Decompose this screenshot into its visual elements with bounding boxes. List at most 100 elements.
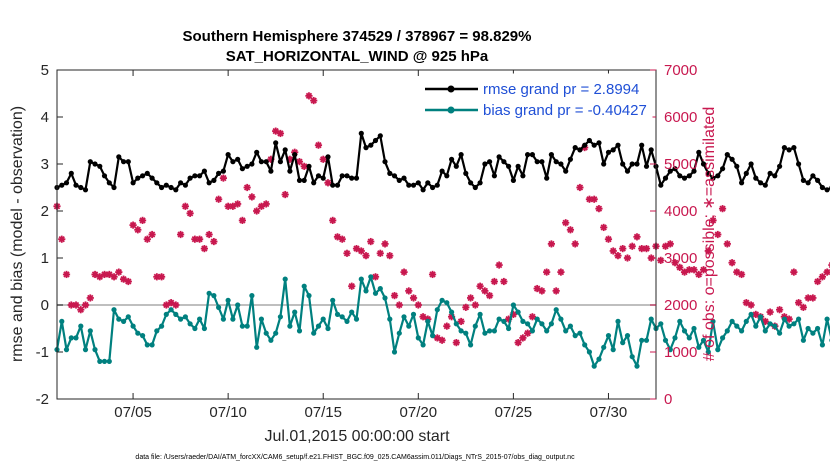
rmse-point [567, 156, 574, 162]
obs-point-stroke [434, 334, 441, 342]
bias-point [130, 323, 136, 329]
rmse-point [510, 177, 516, 183]
bias-point [292, 309, 298, 315]
rmse-point [311, 180, 317, 186]
obs-point [200, 245, 208, 253]
obs-point-stroke [106, 271, 113, 278]
data-file-footnote: data file: /Users/raeder/DAI/ATM_forcXX/… [135, 454, 575, 461]
rmse-point [520, 173, 526, 179]
obs-point-stroke [148, 231, 156, 238]
bias-point [624, 333, 631, 339]
obs-point [481, 287, 489, 295]
obs-point-stroke [324, 179, 332, 186]
obs-point-stroke [248, 193, 256, 201]
obs-point-stroke [348, 283, 355, 290]
obs-point [462, 303, 470, 311]
bias-point [192, 325, 198, 332]
rmse-point [391, 173, 398, 179]
bias-point [743, 318, 749, 324]
obs-point [562, 219, 570, 227]
obs-point [628, 242, 636, 250]
bias-point [767, 321, 773, 327]
rmse-point [762, 182, 768, 188]
bias-point [496, 316, 502, 322]
bias-point [320, 316, 326, 322]
bias-point [330, 297, 336, 303]
obs-point-stroke [339, 236, 346, 243]
obs-point [642, 245, 651, 253]
obs-point-stroke [438, 337, 446, 344]
obs-point [766, 308, 774, 316]
rmse-point [815, 177, 821, 183]
obs-point [81, 301, 90, 309]
obs-point-stroke [215, 196, 222, 203]
obs-point-stroke [619, 245, 626, 252]
obs-count-series [53, 92, 830, 347]
rmse-point [482, 161, 488, 167]
obs-point-stroke [610, 247, 617, 255]
obs-point-stroke [415, 301, 422, 309]
obs-point-stroke [814, 278, 821, 285]
obs-point-stroke [481, 287, 489, 295]
obs-point-stroke [220, 174, 227, 182]
bias-point [686, 335, 692, 341]
rmse-point [301, 177, 307, 183]
bias-point [629, 354, 635, 360]
y-left-axis-label: rmse and bias (model - observation) [9, 106, 26, 362]
obs-point [728, 259, 736, 267]
obs-point-stroke [719, 205, 726, 212]
obs-point-stroke [410, 294, 417, 302]
bias-point [449, 309, 455, 315]
obs-point [799, 303, 807, 311]
rmse-point [534, 159, 540, 165]
y-left-tick-label: -2 [36, 391, 49, 408]
bias-point [425, 318, 431, 324]
bias-point [306, 293, 312, 299]
bias-point [791, 321, 797, 327]
rmse-point [396, 177, 402, 183]
obs-point [657, 256, 665, 264]
legend-box [421, 73, 653, 121]
bias-point [819, 342, 826, 348]
rmse-point [387, 170, 393, 176]
rmse-point [111, 184, 117, 191]
x-axis-label: Jul.01,2015 00:00:00 start [264, 428, 450, 445]
rmse-point [358, 130, 364, 136]
obs-point [238, 216, 247, 224]
bias-point [135, 330, 141, 336]
obs-point [514, 339, 522, 347]
bias-point [220, 316, 226, 322]
obs-point [148, 230, 156, 239]
obs-point [590, 195, 598, 203]
obs-point-stroke [738, 271, 745, 278]
rmse-point [453, 163, 459, 169]
obs-point-stroke [201, 245, 208, 252]
obs-point [466, 294, 475, 302]
obs-point [86, 294, 94, 302]
obs-point-stroke [91, 271, 99, 278]
rmse-point [677, 173, 683, 179]
obs-point [319, 155, 327, 163]
bias-point [101, 358, 108, 364]
bias-point [515, 309, 521, 315]
obs-point-stroke [576, 184, 584, 191]
obs-point-stroke [253, 207, 260, 215]
rmse-point [715, 173, 721, 179]
obs-point-stroke [77, 306, 84, 313]
obs-point-stroke [686, 266, 693, 273]
rmse-point [496, 154, 502, 160]
obs-point [690, 266, 698, 274]
x-tick-label: 07/15 [304, 404, 342, 421]
rmse-point [553, 159, 559, 165]
obs-point [276, 129, 285, 138]
obs-point [443, 322, 451, 330]
obs-point [699, 266, 708, 274]
obs-point [124, 277, 132, 286]
obs-point-stroke [467, 294, 474, 302]
rmse-point [724, 152, 730, 158]
obs-point [776, 306, 784, 314]
chart-title-line1: Southern Hemisphere 374529 / 378967 = 98… [183, 28, 532, 45]
bias-point [197, 316, 203, 322]
obs-point [72, 301, 80, 309]
obs-point-stroke [724, 240, 731, 248]
